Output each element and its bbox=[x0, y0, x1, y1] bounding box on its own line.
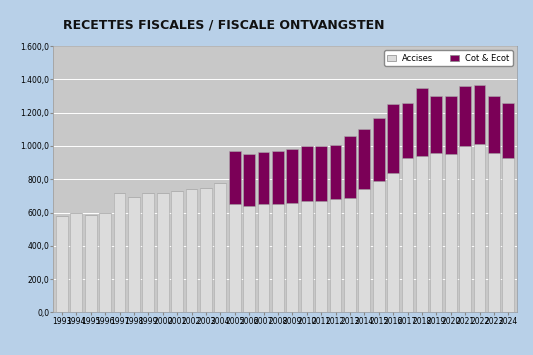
Bar bbox=[257, 204, 270, 312]
Bar bbox=[229, 204, 241, 312]
Bar bbox=[373, 118, 385, 181]
Legend: Accises, Cot & Ecot: Accises, Cot & Ecot bbox=[384, 50, 513, 66]
Bar bbox=[301, 201, 313, 312]
Bar bbox=[445, 96, 457, 154]
Bar bbox=[243, 206, 255, 312]
Bar bbox=[286, 203, 298, 312]
Bar bbox=[272, 151, 284, 204]
Bar bbox=[257, 152, 270, 204]
Bar bbox=[445, 154, 457, 312]
Bar bbox=[229, 151, 241, 204]
Bar bbox=[272, 204, 284, 312]
Bar bbox=[503, 158, 514, 312]
Bar bbox=[185, 189, 197, 312]
Bar bbox=[431, 153, 442, 312]
Bar bbox=[359, 129, 370, 189]
Bar bbox=[416, 156, 428, 312]
Bar bbox=[301, 146, 313, 201]
Bar bbox=[142, 193, 154, 312]
Bar bbox=[114, 192, 125, 312]
Bar bbox=[157, 192, 168, 312]
Bar bbox=[416, 88, 428, 156]
Bar bbox=[99, 213, 111, 312]
Bar bbox=[214, 182, 226, 312]
Bar bbox=[402, 158, 414, 312]
Bar bbox=[344, 136, 356, 198]
Bar bbox=[315, 146, 327, 201]
Bar bbox=[387, 173, 399, 312]
Bar bbox=[315, 201, 327, 312]
Bar bbox=[459, 86, 471, 146]
Bar bbox=[56, 216, 68, 312]
Bar bbox=[243, 154, 255, 206]
Bar bbox=[431, 96, 442, 153]
Bar bbox=[503, 103, 514, 158]
Bar bbox=[128, 197, 140, 312]
Bar bbox=[359, 189, 370, 312]
Bar bbox=[171, 191, 183, 312]
Text: RECETTES FISCALES / FISCALE ONTVANGSTEN: RECETTES FISCALES / FISCALE ONTVANGSTEN bbox=[63, 18, 385, 31]
Bar bbox=[387, 104, 399, 173]
Bar bbox=[459, 146, 471, 312]
Bar bbox=[85, 215, 96, 312]
Bar bbox=[70, 213, 82, 312]
Bar bbox=[329, 145, 342, 199]
Bar bbox=[488, 153, 500, 312]
Bar bbox=[329, 199, 342, 312]
Bar bbox=[474, 144, 486, 312]
Bar bbox=[200, 187, 212, 312]
Bar bbox=[373, 181, 385, 312]
Bar bbox=[474, 85, 486, 144]
Bar bbox=[402, 103, 414, 158]
Bar bbox=[488, 96, 500, 153]
Bar bbox=[344, 198, 356, 312]
Bar bbox=[286, 149, 298, 203]
